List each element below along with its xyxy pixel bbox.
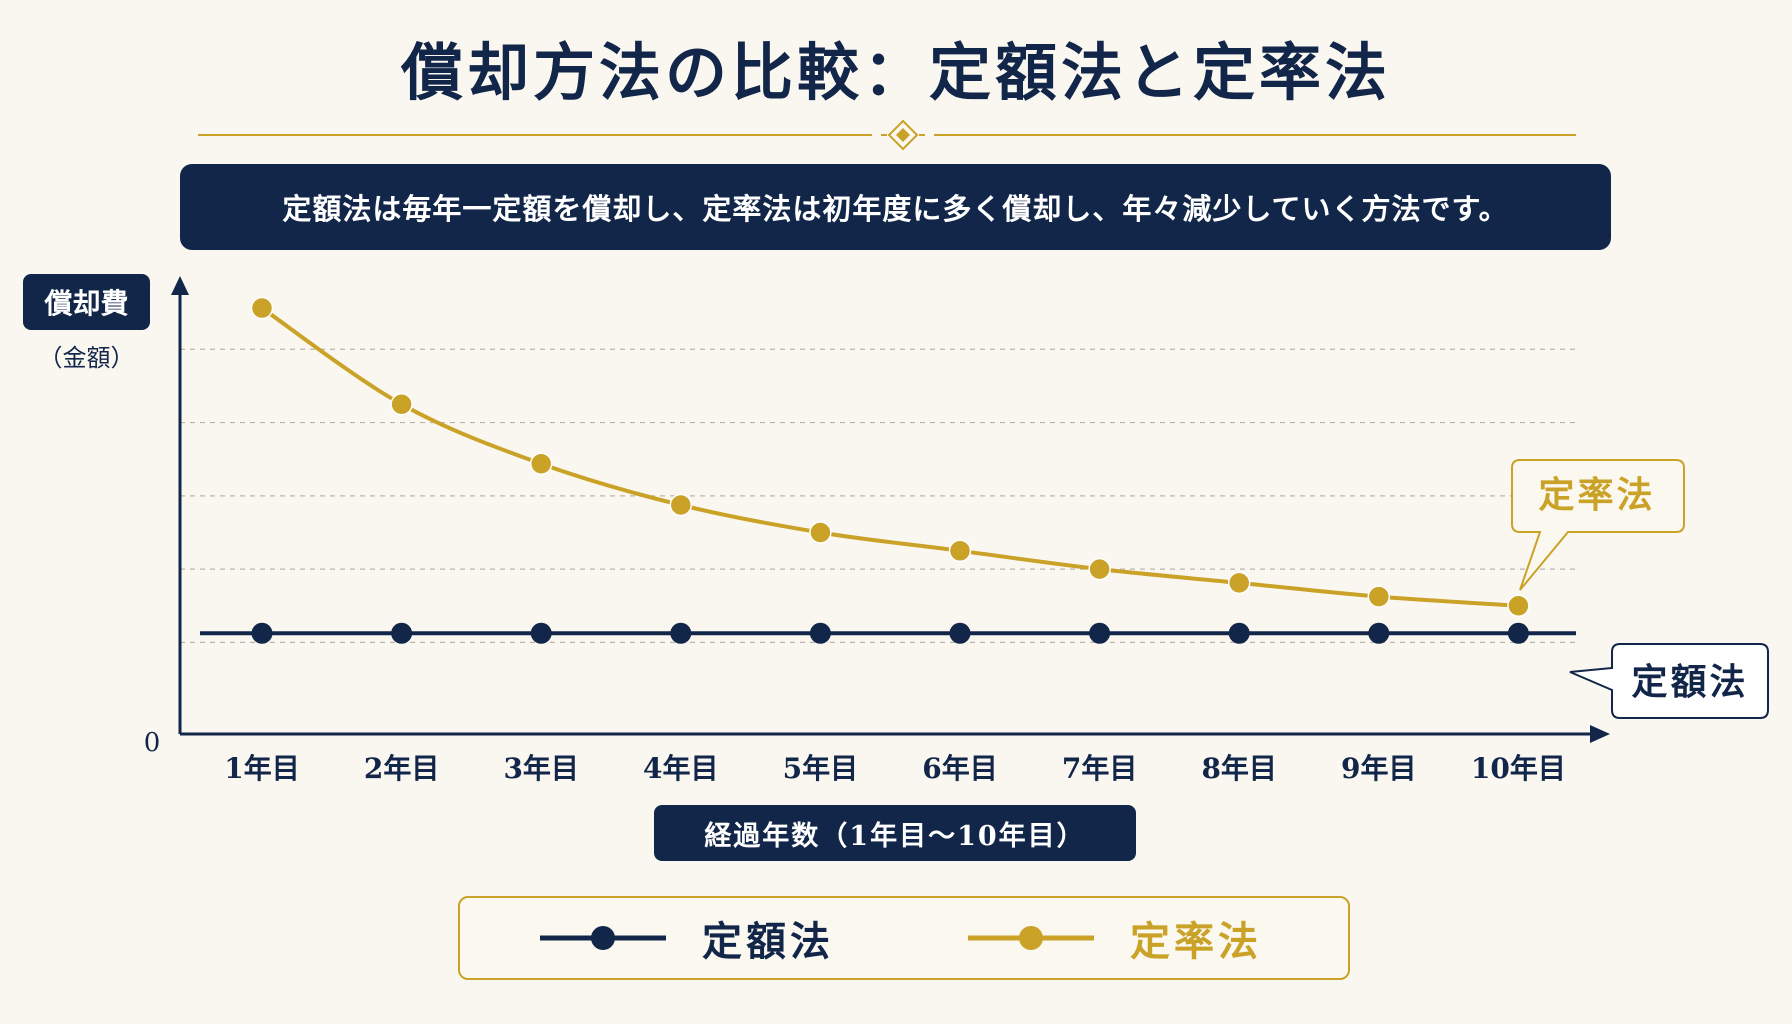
x-tick-label-8: 9年目 (1341, 752, 1416, 785)
x-axis-label: 経過年数（1年目〜10年目） (704, 820, 1086, 852)
y-axis-sublabel: （金額） (38, 344, 135, 372)
chart-axes: 0 (144, 276, 1610, 758)
y-axis-arrow-icon (171, 276, 189, 295)
series-0-point-7 (1228, 622, 1250, 644)
line-chart: 0 1年目 2年目 3年目 4年目 5年目 6年目 7年目 8年目 9年目 10年目 定率法 定額… (144, 276, 1769, 785)
x-tick-label-3: 4年目 (643, 752, 718, 785)
series-1-point-1 (390, 392, 413, 416)
series-callouts: 定率法 定額法 (1511, 459, 1769, 719)
callout-teigaku: 定額法 (1569, 643, 1769, 719)
callout-teiritsu-label: 定率法 (1538, 474, 1655, 516)
legend-item-teiritsu: 定率法 (968, 898, 1262, 978)
legend-marker-teiritsu-icon (968, 926, 1094, 950)
x-tick-label-9: 10年目 (1471, 752, 1566, 785)
x-tick-label-4: 5年目 (783, 752, 858, 785)
series-1-point-9 (1507, 594, 1530, 618)
x-tick-label-2: 3年目 (503, 752, 578, 785)
x-tick-label-7: 8年目 (1201, 752, 1276, 785)
legend-label-teiritsu: 定率法 (1130, 918, 1262, 965)
page-title: 償却方法の比較：定額法と定率法 (400, 36, 1391, 109)
series-0-point-5 (949, 622, 971, 644)
callout-teigaku-bubble (1569, 643, 1769, 719)
series-0-point-2 (530, 622, 552, 644)
series-0-point-9 (1507, 622, 1529, 644)
series-1-point-2 (529, 452, 553, 476)
series-0-point-1 (391, 622, 413, 644)
x-tick-label-0: 1年目 (224, 752, 299, 785)
series-0-point-3 (670, 622, 692, 644)
series-line-1 (260, 306, 1519, 608)
x-tick-labels: 1年目 2年目 3年目 4年目 5年目 6年目 7年目 8年目 9年目 10年目 (224, 752, 1566, 785)
subtitle-text: 定額法は毎年一定額を償却し、定率法は初年度に多く償却し、年々減少していく方法です… (282, 192, 1509, 226)
x-tick-label-6: 7年目 (1062, 752, 1137, 785)
y-zero-label: 0 (144, 728, 161, 758)
x-axis-label-badge: 経過年数（1年目〜10年目） (654, 805, 1136, 861)
title-divider (198, 119, 1576, 151)
series-0-point-4 (809, 622, 831, 644)
series-1-point-5 (948, 539, 972, 563)
y-axis-label-badge: 償却費 (23, 274, 150, 330)
series-1 (250, 296, 1530, 618)
callout-teigaku-label: 定額法 (1631, 661, 1748, 703)
x-tick-label-5: 6年目 (922, 752, 997, 785)
series-0-point-8 (1368, 622, 1390, 644)
series-1-point-4 (809, 521, 832, 544)
series-1-point-0 (250, 296, 274, 320)
grid-lines (180, 348, 1580, 644)
diamond-ornament-icon (881, 119, 925, 151)
series-1-point-7 (1227, 571, 1251, 595)
series-1-point-8 (1367, 585, 1391, 608)
callout-teiritsu: 定率法 (1511, 459, 1685, 591)
subtitle-banner: 定額法は毎年一定額を償却し、定率法は初年度に多く償却し、年々減少していく方法です… (180, 164, 1611, 250)
x-axis-arrow-icon (1590, 725, 1610, 743)
series-0-point-0 (251, 622, 273, 644)
series-0-point-6 (1089, 622, 1111, 644)
legend-label-teigaku: 定額法 (702, 918, 834, 965)
callout-teiritsu-bubble (1511, 459, 1685, 591)
legend-item-teigaku: 定額法 (540, 898, 834, 978)
series-1-point-3 (669, 493, 693, 517)
legend: 定額法 定率法 (458, 896, 1350, 980)
series-0 (200, 622, 1576, 644)
y-axis-label: 償却費 (44, 287, 129, 320)
legend-marker-teigaku-icon (540, 926, 666, 950)
chart-series (200, 296, 1576, 644)
series-1-point-6 (1088, 557, 1111, 581)
x-tick-label-1: 2年目 (364, 752, 439, 785)
